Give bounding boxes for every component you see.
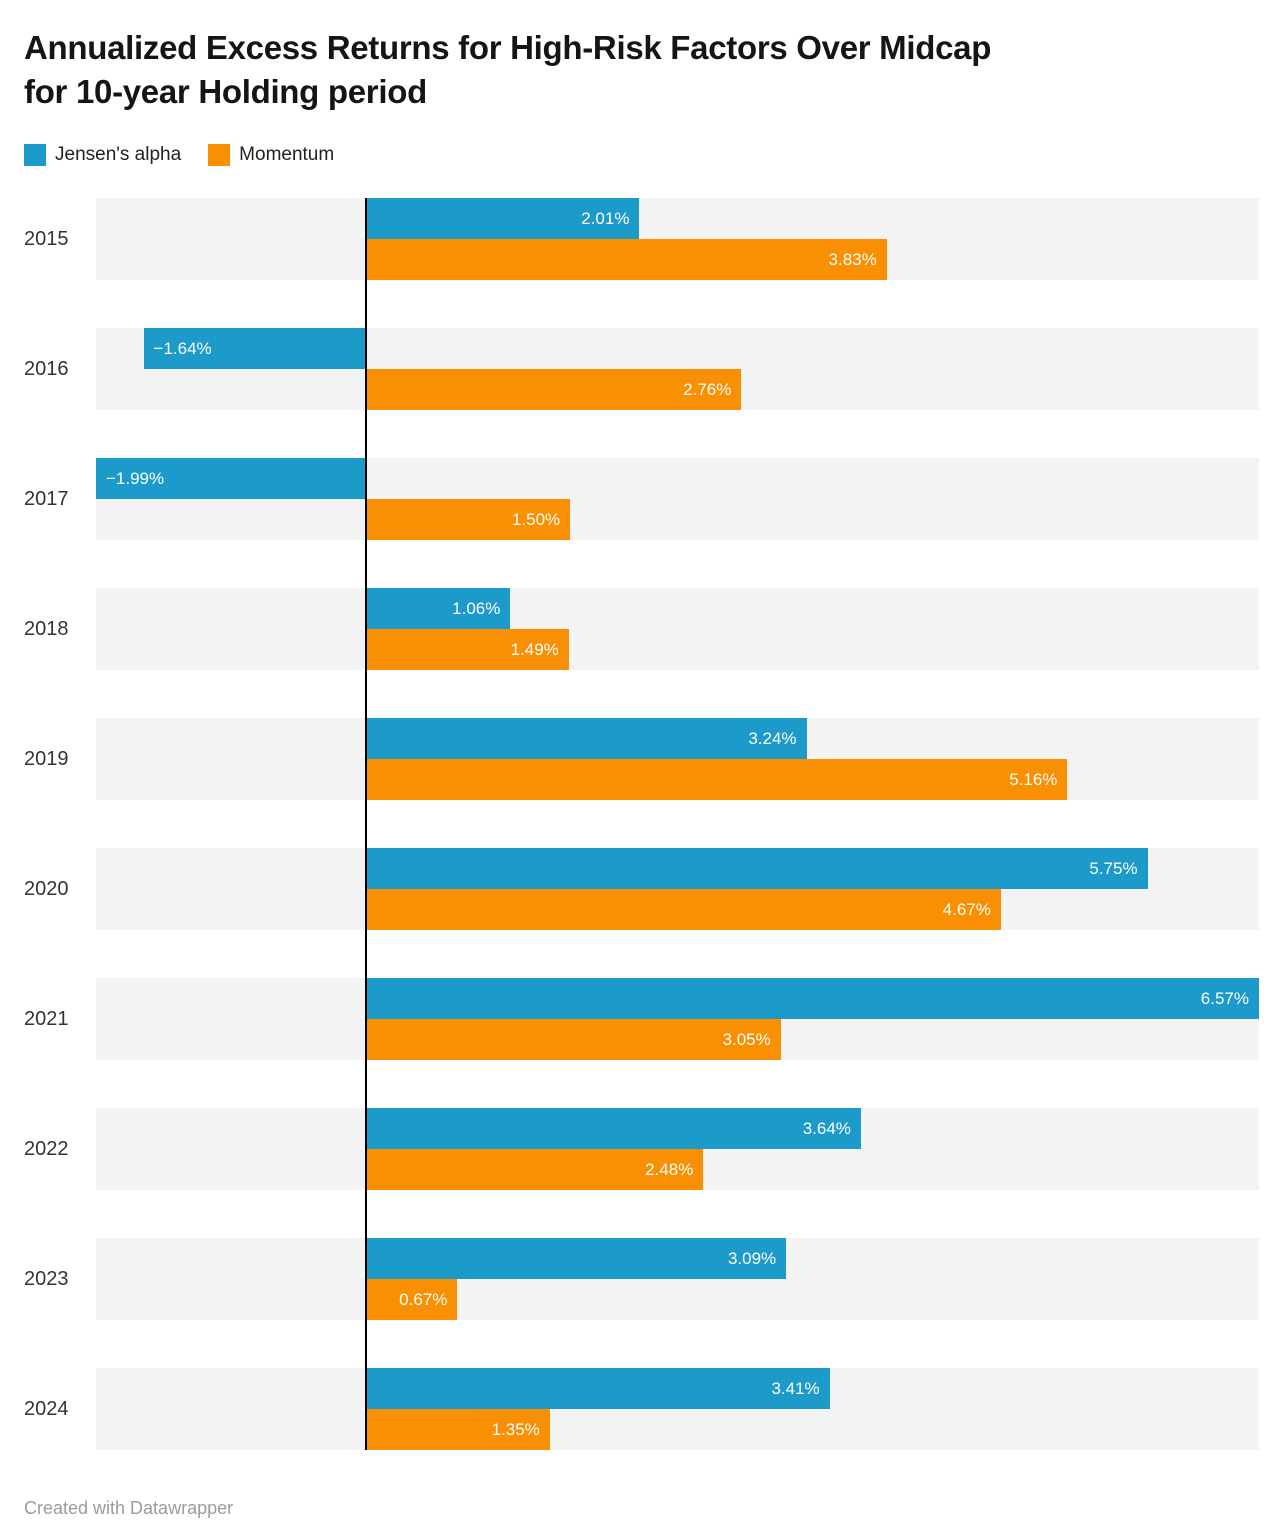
bar-momentum: 5.16%: [366, 759, 1068, 800]
bar-jensens-alpha: −1.99%: [96, 458, 367, 499]
bar-momentum: 2.76%: [366, 369, 742, 410]
legend-item-jensens-alpha: Jensen's alpha: [24, 144, 181, 166]
year-row-2017: 2017 −1.99% 1.50%: [24, 458, 1259, 540]
bar-jensens-alpha: −1.64%: [143, 328, 367, 369]
bar-value-label: 2.48%: [645, 1160, 694, 1179]
bar-momentum: 0.67%: [366, 1279, 458, 1320]
bar-value-label: 1.35%: [491, 1420, 540, 1439]
bar-value-label: 2.76%: [683, 380, 732, 399]
year-label: 2018: [24, 617, 69, 640]
bar-jensens-alpha: 5.75%: [366, 848, 1148, 889]
legend-item-momentum: Momentum: [208, 144, 334, 166]
bar-value-label: 3.24%: [748, 729, 797, 748]
attribution: Created with Datawrapper: [24, 1498, 234, 1518]
bar-value-label: 5.75%: [1089, 859, 1138, 878]
row-band: 2.01% 3.83%: [96, 198, 1259, 280]
bar-momentum: 1.50%: [366, 499, 571, 540]
year-label: 2016: [24, 357, 69, 380]
row-band: 6.57% 3.05%: [96, 978, 1259, 1060]
row-band: 3.09% 0.67%: [96, 1238, 1259, 1320]
bar-jensens-alpha: 3.24%: [366, 718, 807, 759]
bar-momentum: 3.05%: [366, 1019, 781, 1060]
bar-value-label: 3.09%: [727, 1249, 777, 1268]
year-row-2016: 2016 −1.64% 2.76%: [24, 328, 1259, 410]
row-band: 3.64% 2.48%: [96, 1108, 1259, 1190]
year-label: 2021: [24, 1007, 69, 1030]
bar-value-label: 1.50%: [511, 510, 561, 529]
bar-momentum: 1.49%: [366, 629, 569, 670]
legend-swatch-momentum: [208, 144, 231, 166]
bar-value-label: 3.05%: [722, 1030, 771, 1049]
row-band: 1.06% 1.49%: [96, 588, 1259, 670]
zero-baseline: [365, 198, 367, 1450]
year-row-2018: 2018 1.06% 1.49%: [24, 588, 1259, 670]
bar-jensens-alpha: 6.57%: [366, 978, 1259, 1019]
bar-value-label: −1.64%: [153, 339, 212, 358]
bar-jensens-alpha: 1.06%: [366, 588, 511, 629]
bar-value-label: 3.41%: [771, 1379, 820, 1398]
year-label: 2019: [24, 747, 69, 770]
bar-value-label: 6.57%: [1200, 989, 1249, 1008]
year-label: 2020: [24, 877, 69, 900]
row-band: −1.99% 1.50%: [96, 458, 1259, 540]
bar-value-label: 1.06%: [452, 599, 501, 618]
row-band: 3.41% 1.35%: [96, 1368, 1259, 1450]
year-label: 2015: [24, 227, 69, 250]
year-label: 2024: [24, 1397, 69, 1420]
legend-swatch-jensens-alpha: [24, 144, 46, 166]
row-band: −1.64% 2.76%: [96, 328, 1259, 410]
bar-jensens-alpha: 2.01%: [366, 198, 640, 239]
row-band: 3.24% 5.16%: [96, 718, 1259, 800]
legend-label-jensens-alpha: Jensen's alpha: [55, 144, 182, 165]
bar-value-label: 3.83%: [828, 250, 877, 269]
bar-momentum: 2.48%: [366, 1149, 704, 1190]
year-row-2015: 2015 2.01% 3.83%: [24, 198, 1259, 280]
chart-title: Annualized Excess Returns for High-Risk …: [24, 29, 992, 110]
year-row-2024: 2024 3.41% 1.35%: [24, 1368, 1259, 1450]
bar-value-label: 3.64%: [802, 1119, 851, 1138]
bar-momentum: 1.35%: [366, 1409, 550, 1450]
bar-chart: 2015 2.01% 3.83% 2016 −1.64% 2.76% 2017 −1.99% 1…: [0, 198, 1280, 1450]
bar-value-label: 0.67%: [399, 1290, 448, 1309]
legend: Jensen's alpha Momentum: [24, 144, 1256, 166]
bar-jensens-alpha: 3.64%: [366, 1108, 861, 1149]
row-band: 5.75% 4.67%: [96, 848, 1259, 930]
legend-label-momentum: Momentum: [239, 144, 335, 165]
bar-value-label: 2.01%: [581, 209, 630, 228]
year-label: 2022: [24, 1137, 69, 1160]
bar-value-label: −1.99%: [106, 469, 165, 488]
year-row-2021: 2021 6.57% 3.05%: [24, 978, 1259, 1060]
year-label: 2023: [24, 1267, 69, 1290]
bar-jensens-alpha: 3.41%: [366, 1368, 830, 1409]
year-row-2019: 2019 3.24% 5.16%: [24, 718, 1259, 800]
year-row-2022: 2022 3.64% 2.48%: [24, 1108, 1259, 1190]
bar-momentum: 4.67%: [366, 889, 1001, 930]
bar-value-label: 1.49%: [510, 640, 559, 659]
year-label: 2017: [24, 487, 69, 510]
bar-value-label: 5.16%: [1009, 770, 1058, 789]
bar-jensens-alpha: 3.09%: [366, 1238, 787, 1279]
bar-value-label: 4.67%: [942, 900, 991, 919]
bar-momentum: 3.83%: [366, 239, 887, 280]
year-row-2023: 2023 3.09% 0.67%: [24, 1238, 1259, 1320]
year-row-2020: 2020 5.75% 4.67%: [24, 848, 1259, 930]
